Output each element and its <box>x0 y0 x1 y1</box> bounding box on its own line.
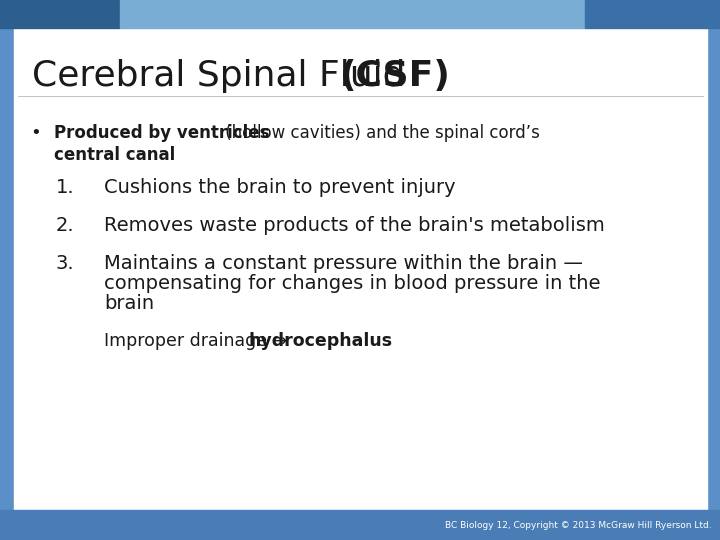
Bar <box>0 0 120 28</box>
Text: Improper drainage →: Improper drainage → <box>104 332 292 350</box>
Bar <box>0 510 720 540</box>
Text: Cushions the brain to prevent injury: Cushions the brain to prevent injury <box>104 178 456 197</box>
Text: (CSF): (CSF) <box>340 59 451 93</box>
Text: Maintains a constant pressure within the brain —: Maintains a constant pressure within the… <box>104 254 583 273</box>
Text: Removes waste products of the brain's metabolism: Removes waste products of the brain's me… <box>104 216 605 235</box>
Text: 2.: 2. <box>55 216 74 235</box>
Text: BC Biology 12, Copyright © 2013 McGraw Hill Ryerson Ltd.: BC Biology 12, Copyright © 2013 McGraw H… <box>446 521 712 530</box>
Text: central canal: central canal <box>54 146 175 164</box>
Text: (hollow cavities) and the spinal cord’s: (hollow cavities) and the spinal cord’s <box>220 124 540 142</box>
Bar <box>14 28 707 510</box>
Text: Produced by ventricles: Produced by ventricles <box>54 124 269 142</box>
Text: 3.: 3. <box>55 254 74 273</box>
Text: 1.: 1. <box>55 178 74 197</box>
Text: brain: brain <box>104 294 154 313</box>
Text: hydrocephalus: hydrocephalus <box>249 332 393 350</box>
Bar <box>585 0 720 28</box>
Text: •: • <box>31 124 41 142</box>
Text: Cerebral Spinal Fluid: Cerebral Spinal Fluid <box>32 59 417 93</box>
Bar <box>120 0 585 28</box>
Text: compensating for changes in blood pressure in the: compensating for changes in blood pressu… <box>104 274 600 293</box>
